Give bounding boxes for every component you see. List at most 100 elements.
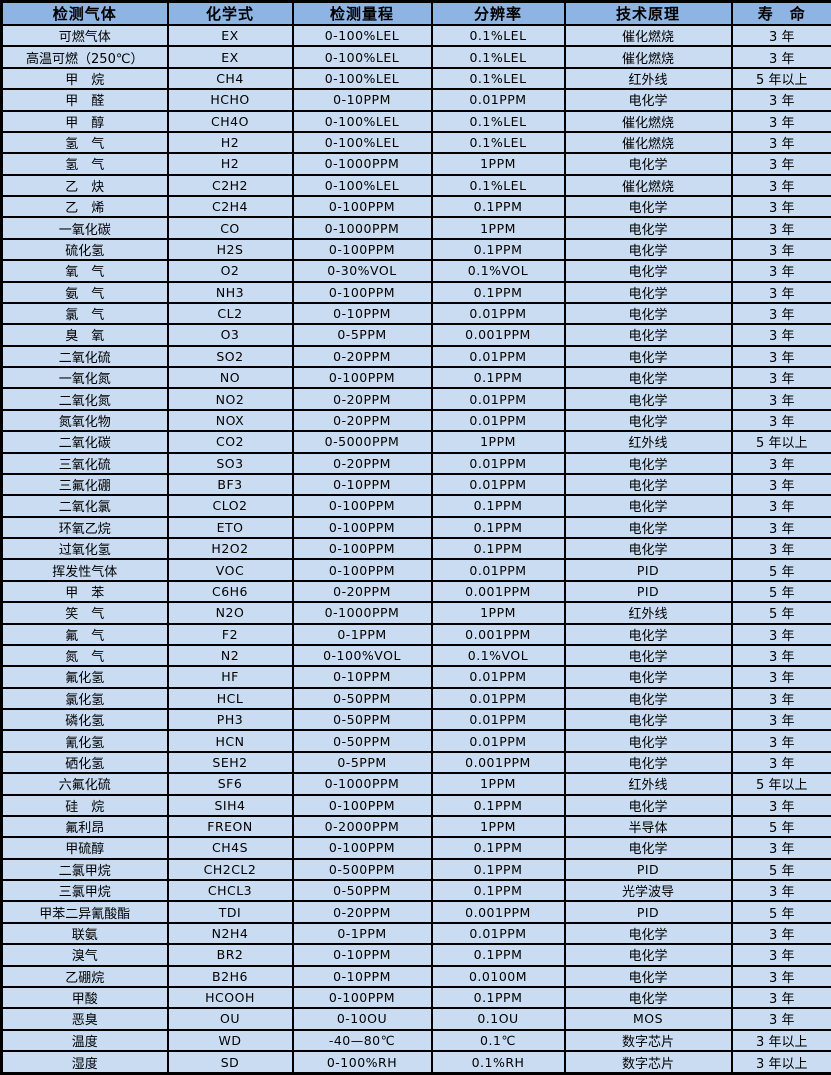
table-cell: 电化学 [563, 259, 733, 283]
table-cell: 0.001PPM [430, 579, 566, 604]
table-cell: 乙 烯 [0, 194, 169, 219]
table-cell: 0-5PPM [291, 750, 433, 775]
table-cell: 电化学 [563, 729, 733, 753]
table-cell: 一氧化碳 [0, 216, 169, 240]
table-cell: 甲硫醇 [0, 836, 169, 860]
table-cell: 3 年 [730, 729, 831, 753]
table-cell: 3 年 [730, 45, 831, 69]
table-cell: C6H6 [166, 579, 294, 604]
table-cell: 5 年以上 [730, 66, 831, 91]
table-cell: 温度 [0, 1028, 169, 1053]
table-cell: 3 年 [730, 943, 831, 967]
table-cell: 0.1PPM [430, 878, 566, 903]
table-cell: EX [166, 23, 294, 48]
table-cell: 0-1000PPM [291, 152, 433, 176]
table-row: 一氧化氮 NO 0-100PPM 0.1PPM 电化学 3 年 [0, 365, 831, 390]
table-cell: 0.01PPM [430, 686, 566, 711]
table-cell: 电化学 [563, 280, 733, 304]
table-cell: 甲 烷 [0, 66, 169, 91]
table-cell: 电化学 [563, 622, 733, 646]
table-row: 氟利昂 FREON 0-2000PPM 1PPM 半导体 5 年 [0, 814, 831, 839]
table-cell: 0.1℃ [430, 1028, 566, 1053]
table-cell: 0-1000PPM [291, 216, 433, 240]
table-cell: 0.0100M [430, 964, 566, 988]
table-cell: 一氧化氮 [0, 365, 169, 390]
table-cell: 0.1%LEL [430, 109, 566, 133]
table-cell: C2H2 [166, 173, 294, 198]
table-cell: 3 年 [730, 344, 831, 369]
table-cell: 3 年 [730, 793, 831, 817]
table-cell: SO2 [166, 344, 294, 369]
table-cell: 5 年 [730, 900, 831, 924]
table-cell: 0.01PPM [430, 921, 566, 946]
table-cell: PID [563, 558, 733, 582]
table-cell: 0-10PPM [291, 964, 433, 988]
table-row: 甲 烷 CH4 0-100%LEL 0.1%LEL 红外线 5 年以上 [0, 66, 831, 91]
table-cell: 湿度 [0, 1050, 169, 1075]
table-cell: 联氨 [0, 921, 169, 946]
table-cell: H2O2 [166, 536, 294, 561]
table-cell: 0.1PPM [430, 857, 566, 882]
table-cell: 氟利昂 [0, 814, 169, 839]
table-cell: 0-100PPM [291, 536, 433, 561]
table-cell: BR2 [166, 943, 294, 967]
table-cell: 电化学 [563, 323, 733, 347]
table-cell: 挥发性气体 [0, 558, 169, 582]
table-cell: 电化学 [563, 152, 733, 176]
table-cell: 半导体 [563, 814, 733, 839]
table-row: 二氧化硫 SO2 0-20PPM 0.01PPM 电化学 3 年 [0, 344, 831, 369]
table-row: 氢 气 H2 0-100%LEL 0.1%LEL 催化燃烧 3 年 [0, 130, 831, 155]
table-cell: 0.1%LEL [430, 23, 566, 48]
table-cell: 硫化氢 [0, 237, 169, 262]
table-cell: PID [563, 857, 733, 882]
table-row: 甲 醛 HCHO 0-10PPM 0.01PPM 电化学 3 年 [0, 88, 831, 112]
table-cell: TDI [166, 900, 294, 924]
table-cell: 电化学 [563, 921, 733, 946]
table-row: 氯化氢 HCL 0-50PPM 0.01PPM 电化学 3 年 [0, 686, 831, 711]
table-cell: 催化燃烧 [563, 130, 733, 155]
table-row: 湿度 SD 0-100%RH 0.1%RH 数字芯片 3 年以上 [0, 1050, 831, 1075]
table-cell: 0.001PPM [430, 622, 566, 646]
column-header: 寿 命 [730, 0, 831, 26]
table-cell: N2H4 [166, 921, 294, 946]
table-row: 甲 苯 C6H6 0-20PPM 0.001PPM PID 5 年 [0, 579, 831, 604]
table-cell: 0-100PPM [291, 494, 433, 518]
table-cell: O3 [166, 323, 294, 347]
table-cell: F2 [166, 622, 294, 646]
table-cell: 0-1PPM [291, 921, 433, 946]
table-cell: 3 年 [730, 365, 831, 390]
table-cell: 0-100%LEL [291, 130, 433, 155]
table-row: 三氯甲烷 CHCL3 0-50PPM 0.1PPM 光学波导 3 年 [0, 878, 831, 903]
table-cell: CL2 [166, 301, 294, 326]
table-cell: 0.1%LEL [430, 173, 566, 198]
table-cell: 催化燃烧 [563, 45, 733, 69]
table-row: 恶臭 OU 0-10OU 0.1OU MOS 3 年 [0, 1007, 831, 1031]
table-cell: 甲 醛 [0, 88, 169, 112]
table-cell: 六氟化硫 [0, 772, 169, 796]
table-cell: N2 [166, 643, 294, 668]
table-cell: 3 年 [730, 173, 831, 198]
table-cell: FREON [166, 814, 294, 839]
table-cell: 3 年 [730, 921, 831, 946]
table-cell: 3 年 [730, 109, 831, 133]
table-cell: 过氧化氢 [0, 536, 169, 561]
table-cell: 3 年 [730, 23, 831, 48]
table-cell: 0.01PPM [430, 558, 566, 582]
table-row: 可燃气体 EX 0-100%LEL 0.1%LEL 催化燃烧 3 年 [0, 23, 831, 48]
table-cell: 0-500PPM [291, 857, 433, 882]
table-cell: 可燃气体 [0, 23, 169, 48]
table-cell: 笑 气 [0, 601, 169, 625]
table-cell: 3 年 [730, 451, 831, 475]
table-row: 氰化氢 HCN 0-50PPM 0.01PPM 电化学 3 年 [0, 729, 831, 753]
table-cell: 0.1PPM [430, 515, 566, 540]
table-cell: 数字芯片 [563, 1028, 733, 1053]
table-row: 二氧化氮 NO2 0-20PPM 0.01PPM 电化学 3 年 [0, 387, 831, 411]
table-cell: 电化学 [563, 985, 733, 1010]
table-body: 可燃气体 EX 0-100%LEL 0.1%LEL 催化燃烧 3 年高温可燃（250℃） E… [0, 23, 831, 1075]
table-cell: 0-10PPM [291, 665, 433, 689]
table-cell: 0-100PPM [291, 237, 433, 262]
table-row: 溴气 BR2 0-10PPM 0.1PPM 电化学 3 年 [0, 943, 831, 967]
table-cell: 氨 气 [0, 280, 169, 304]
table-cell: 3 年 [730, 472, 831, 497]
